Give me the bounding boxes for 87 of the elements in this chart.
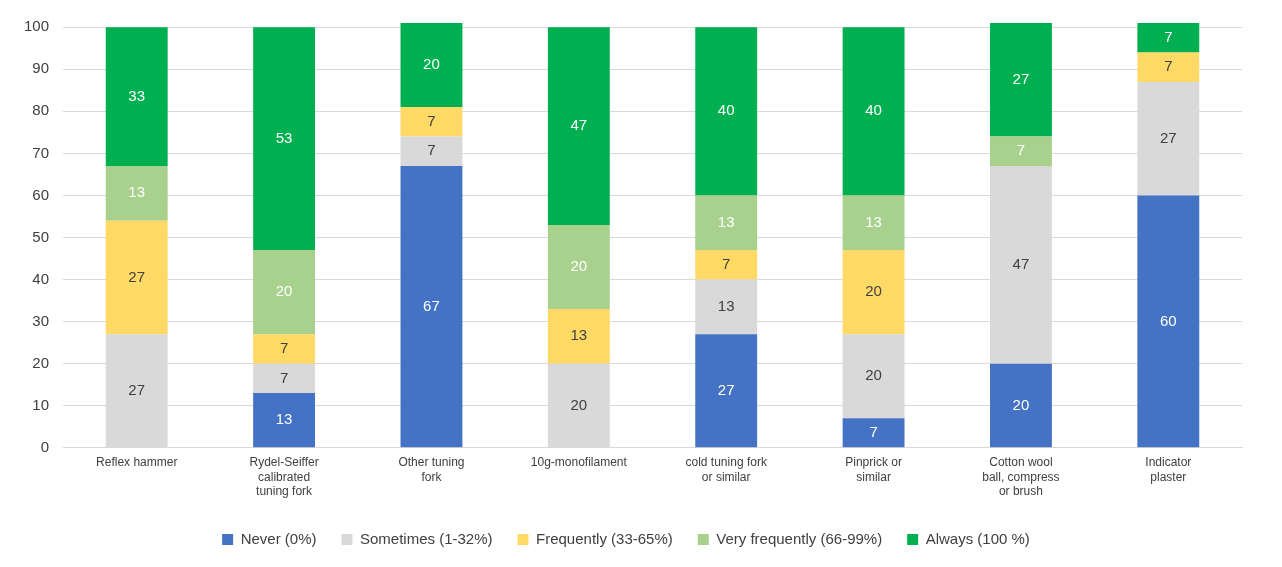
bar — [695, 250, 758, 280]
data-label: 53 — [275, 128, 293, 146]
y-tick-label: 90 — [32, 59, 50, 77]
data-label: 20 — [570, 257, 588, 275]
data-label: 27 — [128, 267, 146, 285]
x-tick-label: Reflex hammer — [96, 455, 178, 470]
bar — [547, 27, 610, 225]
bar — [1137, 52, 1200, 82]
data-label: 20 — [570, 395, 588, 413]
bar — [695, 27, 758, 196]
legend-label: Frequently (33-65%) — [536, 529, 673, 547]
legend-label: Always (100 %) — [925, 529, 1030, 547]
data-label: 7 — [869, 422, 878, 440]
bar — [842, 27, 905, 196]
bar — [695, 334, 758, 448]
bar — [253, 334, 316, 364]
data-label: 20 — [275, 282, 293, 300]
data-label: 67 — [423, 296, 440, 314]
bar — [1137, 195, 1200, 448]
x-tick-label: cold tuning fork or similar — [685, 455, 768, 484]
y-tick-label: 80 — [32, 101, 50, 119]
data-label: 7 — [722, 254, 731, 272]
bar — [253, 363, 316, 394]
y-tick-label: 30 — [32, 311, 50, 329]
x-tick-label: 10g-monofilament — [530, 455, 628, 470]
data-label: 13 — [128, 183, 146, 201]
data-label: 7 — [279, 339, 289, 357]
data-label: 13 — [865, 212, 882, 230]
bar — [253, 27, 316, 251]
y-tick-label: 50 — [32, 227, 50, 245]
bar — [253, 393, 316, 448]
x-tick-label: Cotton wool ball, compress or brush — [982, 455, 1060, 499]
data-label: 27 — [1012, 69, 1030, 87]
bar — [400, 23, 463, 108]
data-label: 13 — [717, 297, 735, 315]
bar — [842, 418, 905, 448]
y-tick-label: 0 — [40, 437, 50, 455]
data-label: 13 — [717, 212, 735, 230]
data-label: 40 — [717, 101, 735, 119]
data-label: 20 — [423, 55, 440, 73]
data-label: 7 — [427, 111, 436, 129]
data-label: 27 — [1159, 128, 1177, 146]
bar — [989, 363, 1052, 448]
data-label: 27 — [128, 380, 146, 398]
bar — [842, 250, 905, 335]
data-label: 40 — [865, 101, 882, 119]
bar — [400, 166, 463, 448]
bar — [105, 166, 168, 221]
data-label: 20 — [865, 282, 882, 300]
bar — [842, 195, 905, 251]
x-tick-label: Rydel-Seiffer calibrated tuning fork — [249, 455, 319, 499]
data-label: 7 — [1164, 57, 1173, 75]
data-label: 60 — [1159, 311, 1177, 329]
y-tick-label: 70 — [32, 143, 50, 161]
data-label: 20 — [865, 366, 882, 384]
y-tick-label: 10 — [32, 395, 50, 413]
bar — [105, 220, 168, 335]
bar — [253, 250, 316, 335]
data-label: 20 — [1012, 395, 1030, 413]
data-label: 47 — [570, 116, 588, 134]
y-tick-label: 20 — [32, 353, 50, 371]
x-tick-label: Pinprick or similar — [845, 455, 902, 484]
y-tick-label: 40 — [32, 269, 50, 287]
data-label: 7 — [279, 368, 289, 386]
bar — [989, 23, 1052, 137]
bar — [400, 107, 463, 137]
y-tick-label: 100 — [24, 17, 50, 35]
data-label: 7 — [1016, 141, 1026, 159]
bar — [105, 27, 168, 166]
bar — [989, 136, 1052, 166]
data-label: 7 — [427, 141, 436, 159]
bar — [547, 309, 610, 364]
data-label: 47 — [1012, 254, 1030, 272]
bar — [695, 195, 758, 251]
bar — [1137, 23, 1200, 53]
legend-label: Never (0%) — [240, 529, 317, 547]
x-tick-label: Indicator plaster — [1145, 455, 1192, 484]
bar — [547, 224, 610, 309]
data-label: 13 — [275, 410, 293, 428]
legend-label: Sometimes (1-32%) — [359, 529, 493, 547]
data-label: 7 — [1164, 27, 1173, 45]
x-tick-label: Other tuning fork — [398, 455, 465, 484]
data-label: 27 — [717, 380, 735, 398]
legend-label: Very frequently (66-99%) — [716, 529, 883, 547]
y-tick-label: 60 — [32, 185, 50, 203]
data-label: 33 — [128, 86, 146, 104]
data-label: 13 — [570, 326, 588, 344]
